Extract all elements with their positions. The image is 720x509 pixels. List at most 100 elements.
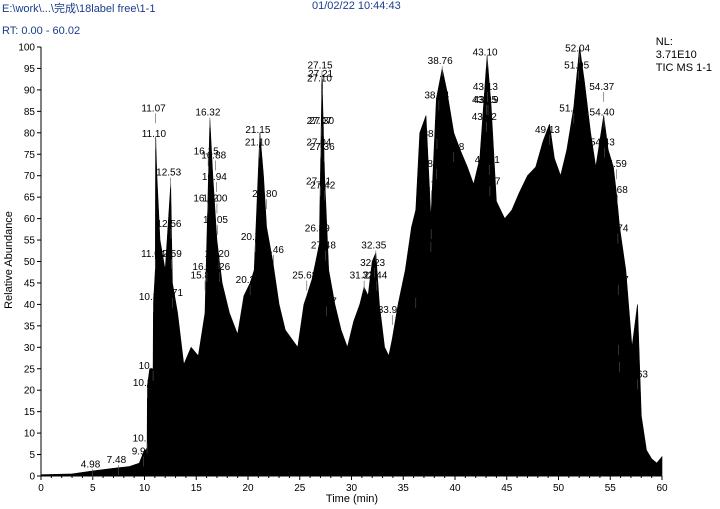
peak-label: 32.44: [362, 271, 387, 282]
peak-label: 43.05: [472, 95, 497, 106]
rt-range: RT: 0.00 - 60.02: [2, 25, 81, 37]
y-tick-label: 65: [24, 193, 36, 204]
peak-label: 43.02: [472, 112, 497, 123]
peak-label: 32.23: [360, 258, 385, 269]
peak-label: 51.95: [564, 60, 589, 71]
peak-label: 12.56: [156, 219, 181, 230]
peak-label: 38.76: [428, 56, 453, 67]
peak-label: 27.04: [306, 138, 331, 149]
x-tick-label: 5: [90, 483, 96, 494]
peak-label: 26.89: [305, 223, 330, 234]
peak-label: 27.01: [306, 176, 331, 187]
peak-label: 12.71: [158, 288, 183, 299]
peak-label: 27.07: [307, 116, 332, 127]
nl-label: NL:: [655, 36, 673, 48]
x-axis-label: Time (min): [326, 493, 378, 505]
y-tick-label: 75: [24, 150, 36, 161]
peak-label: 43.31: [475, 155, 500, 166]
peak-label: 21.15: [245, 125, 270, 136]
peak-label: 55.68: [603, 185, 628, 196]
peak-label: 37.67: [416, 232, 441, 243]
y-tick-label: 0: [29, 472, 35, 483]
y-tick-label: 10: [24, 429, 36, 440]
peak-label: 9.90: [132, 447, 152, 458]
y-tick-label: 30: [24, 343, 36, 354]
x-tick-label: 45: [501, 483, 513, 494]
peak-label: 55.59: [602, 159, 627, 170]
x-tick-label: 55: [605, 483, 617, 494]
peak-label: 54.43: [590, 138, 615, 149]
peak-label: 57.63: [623, 369, 648, 380]
peak-label: 16.12: [193, 193, 218, 204]
peak-label: 27.42: [310, 181, 335, 192]
y-tick-label: 45: [24, 278, 36, 289]
file-path: E:\work\...\完成\18label free\1-1: [2, 3, 156, 15]
peak-label: 10.25: [133, 434, 158, 445]
peak-label: 17.05: [203, 215, 228, 226]
peak-label: 31.22: [350, 271, 375, 282]
y-tick-label: 95: [24, 64, 36, 75]
y-tick-label: 60: [24, 214, 36, 225]
peak-label: 16.88: [201, 151, 226, 162]
tic-trace: [40, 46, 663, 477]
x-tick-label: 25: [294, 483, 306, 494]
y-tick-label: 20: [24, 386, 36, 397]
peak-label: 27.15: [307, 60, 332, 71]
peak-label: 11.10: [142, 129, 167, 140]
normalization-info: NL: 3.71E10 TIC MS 1-1: [656, 36, 712, 75]
peak-label: 15.85: [191, 271, 216, 282]
peak-label: 36.21: [401, 288, 426, 299]
peak-label: 4.98: [81, 459, 101, 470]
y-tick-label: 55: [24, 236, 36, 247]
x-tick-label: 10: [139, 483, 151, 494]
peak-label: 51.48: [559, 103, 584, 114]
peak-label: 11.07: [141, 103, 166, 114]
peak-label: 27.30: [309, 116, 334, 127]
peak-label: 27.57: [312, 296, 337, 307]
peak-label: 55.77: [604, 275, 629, 286]
peak-label: 49.13: [535, 125, 560, 136]
peak-label: 55.74: [603, 223, 628, 234]
peak-label: 43.13: [473, 82, 498, 93]
peak-label: 52.04: [565, 43, 590, 54]
peak-label: 10.86: [139, 292, 164, 303]
x-tick-label: 0: [38, 483, 44, 494]
peak-label: 43.19: [474, 95, 499, 106]
peak-label: 37.70: [417, 219, 442, 230]
peak-label: 21.80: [252, 189, 277, 200]
peak-label: 17.00: [202, 193, 227, 204]
peak-label: 27.10: [307, 73, 332, 84]
peak-label: 25.68: [292, 271, 317, 282]
x-tick-label: 40: [449, 483, 461, 494]
peak-label: 27.48: [311, 241, 336, 252]
peak-label: 33.94: [378, 305, 403, 316]
peak-label: 39.88: [439, 142, 464, 153]
peak-label: 54.37: [589, 82, 614, 93]
peak-label: 10.83: [139, 361, 164, 372]
peak-label: 11.04: [141, 249, 166, 260]
peak-label: 16.32: [195, 108, 220, 119]
y-tick-label: 80: [24, 128, 36, 139]
peak-label: 22.46: [259, 245, 284, 256]
scan-filter: TIC MS 1-1: [655, 62, 712, 74]
peak-label: 55.89: [605, 352, 630, 363]
x-tick-label: 60: [656, 483, 668, 494]
peak-label: 7.48: [107, 455, 127, 466]
peak-label: 16.15: [194, 146, 219, 157]
x-tick-label: 30: [346, 483, 358, 494]
peak-label: 55.80: [604, 335, 629, 346]
peak-label: 16.03: [192, 262, 217, 273]
peak-label: 27.21: [308, 69, 333, 80]
y-tick-label: 40: [24, 300, 36, 311]
peak-label: 12.53: [156, 168, 181, 179]
peak-label: 27.36: [310, 142, 335, 153]
y-tick-label: 85: [24, 107, 36, 118]
peak-label: 38.20: [422, 159, 447, 170]
peak-label: 16.94: [202, 172, 227, 183]
peak-label: 20.71: [241, 232, 266, 243]
y-tick-label: 100: [18, 43, 35, 54]
y-tick-label: 25: [24, 364, 36, 375]
peak-label: 32.35: [361, 241, 386, 252]
y-tick-label: 70: [24, 171, 36, 182]
